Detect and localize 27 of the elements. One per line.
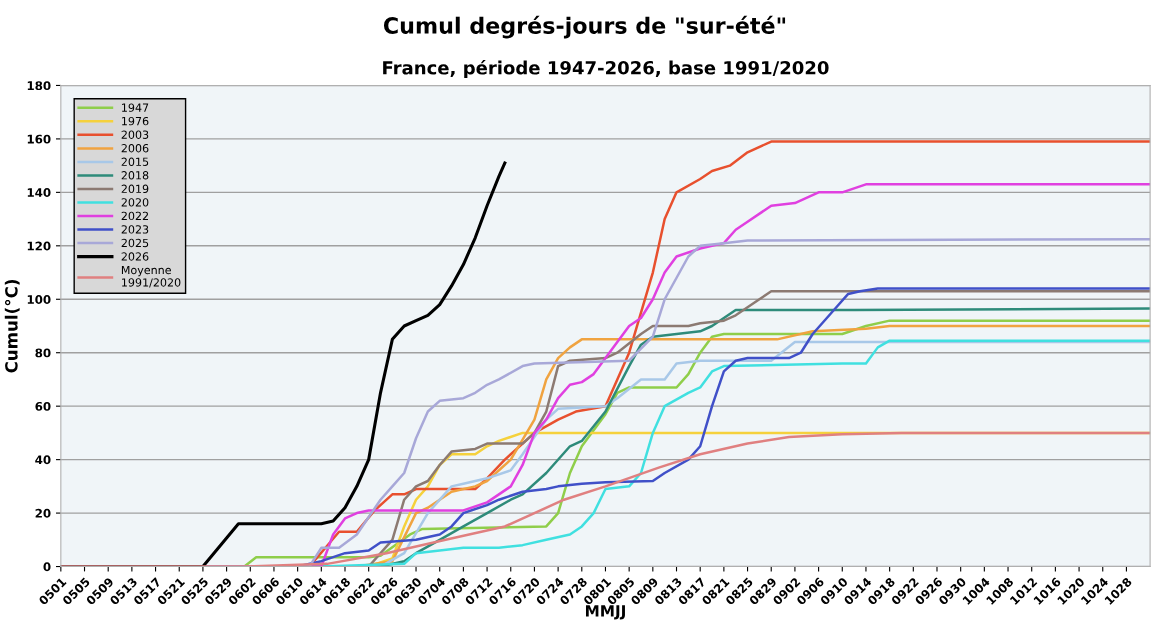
chart-title: Cumul degrés-jours de "sur-été" <box>383 15 786 39</box>
legend-label: 2023 <box>121 225 149 234</box>
legend-label: 2015 <box>121 157 149 166</box>
x-axis-title: MMJJ <box>585 605 625 620</box>
y-tick-label: 140 <box>27 188 51 198</box>
legend-label: 2018 <box>121 171 149 180</box>
y-tick-label: 100 <box>27 294 51 304</box>
legend-label: 2006 <box>121 144 149 153</box>
legend-label: 2025 <box>121 238 149 248</box>
chart-subtitle: France, période 1947-2026, base 1991/2020 <box>383 59 829 79</box>
legend-label: 2019 <box>121 184 149 194</box>
y-tick-label: 80 <box>35 348 51 358</box>
legend-label: 2022 <box>121 211 148 221</box>
y-tick-label: 160 <box>27 134 51 144</box>
y-tick-label: 20 <box>35 508 51 518</box>
y-tick-label: 0 <box>43 562 51 572</box>
y-axis-title: Cumul(°C) <box>4 280 20 373</box>
legend-label: 2026 <box>121 252 149 261</box>
y-tick-label: 180 <box>27 81 51 91</box>
legend-label: Moyenne 1991/2020 <box>121 265 181 288</box>
legend-label: 1976 <box>122 116 149 126</box>
legend-label: 2020 <box>121 198 149 207</box>
y-tick-label: 60 <box>35 401 51 411</box>
legend-label: 1947 <box>122 103 149 112</box>
y-tick-label: 40 <box>35 455 51 465</box>
y-tick-label: 120 <box>27 241 51 251</box>
legend-label: 2003 <box>121 130 149 139</box>
